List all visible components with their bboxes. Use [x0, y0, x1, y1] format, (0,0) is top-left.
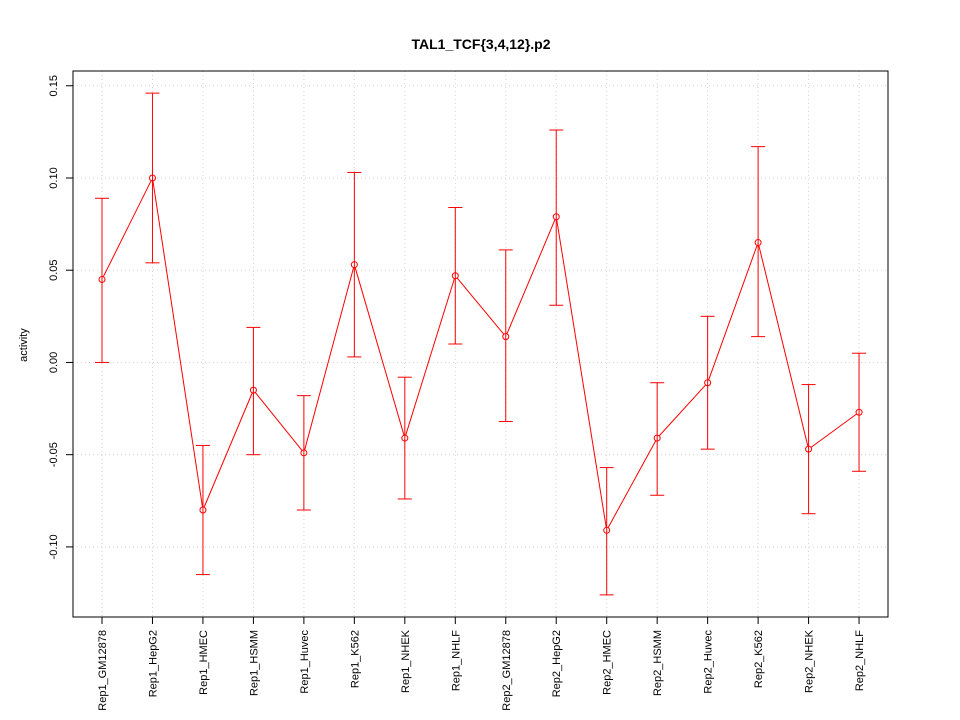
x-tick-label: Rep2_HSMM — [652, 630, 664, 696]
y-tick-label: 0.00 — [48, 352, 60, 373]
data-point — [754, 239, 762, 247]
data-point — [98, 275, 106, 283]
data-point — [199, 506, 207, 514]
x-tick-label: Rep1_NHEK — [400, 629, 412, 693]
x-tick-label: Rep1_GM12878 — [97, 630, 109, 711]
series-segment — [354, 267, 405, 436]
chart-title: TAL1_TCF{3,4,12}.p2 — [411, 36, 550, 52]
x-tick-label: Rep1_NHLF — [450, 630, 462, 691]
data-point — [148, 174, 156, 182]
data-point — [855, 408, 863, 416]
plot-frame — [72, 70, 889, 618]
series-segment — [203, 392, 253, 508]
x-tick-label: Rep1_HepG2 — [147, 630, 159, 697]
series-segment — [304, 267, 355, 451]
y-tick-label: 0.10 — [48, 167, 60, 188]
x-tick-label: Rep2_K562 — [753, 630, 765, 688]
data-point — [502, 333, 510, 341]
x-tick-label: Rep1_HMEC — [198, 630, 210, 695]
axes: -0.10 -0.05 0.00 0.05 0.10 0.15 Rep1_GM12878 Re… — [48, 75, 866, 711]
series-segment — [102, 180, 152, 277]
series-segment — [607, 440, 657, 528]
y-tick-label: 0.05 — [48, 260, 60, 281]
data-point — [653, 434, 661, 442]
y-tick-label: 0.15 — [48, 75, 60, 96]
x-tick-label: Rep2_GM12878 — [501, 630, 513, 711]
series-segment — [810, 413, 857, 448]
series-segment — [556, 219, 607, 528]
data-point — [552, 213, 560, 221]
series-segment — [758, 245, 809, 447]
y-tick-label: -0.10 — [48, 534, 60, 559]
series-segment — [456, 277, 505, 335]
series-segment — [658, 384, 706, 437]
x-tick-label: Rep2_NHEK — [804, 629, 816, 693]
x-tick-label: Rep1_Huvec — [299, 630, 311, 694]
x-tick-label: Rep2_HepG2 — [551, 630, 563, 697]
x-tick-label: Rep1_HSMM — [248, 630, 260, 696]
x-tick-label: Rep2_Huvec — [703, 630, 715, 694]
series — [95, 92, 867, 596]
series-segment — [708, 245, 758, 381]
data-point — [704, 379, 712, 387]
data-point — [350, 261, 358, 269]
series-segment — [506, 219, 556, 335]
data-point — [451, 272, 459, 280]
data-point — [300, 449, 308, 457]
data-point — [603, 526, 611, 534]
data-point — [401, 434, 409, 442]
x-tick-label: Rep1_K562 — [349, 630, 361, 688]
data-point — [805, 445, 813, 453]
data-point — [249, 386, 257, 394]
series-segment — [405, 278, 455, 436]
series-segment — [254, 392, 303, 451]
series-segment — [152, 180, 203, 508]
grid — [73, 71, 888, 617]
x-tick-label: Rep2_NHLF — [854, 630, 866, 691]
y-axis-label: activity — [18, 328, 30, 362]
x-tick-label: Rep2_HMEC — [602, 630, 614, 695]
y-tick-label: -0.05 — [48, 442, 60, 467]
